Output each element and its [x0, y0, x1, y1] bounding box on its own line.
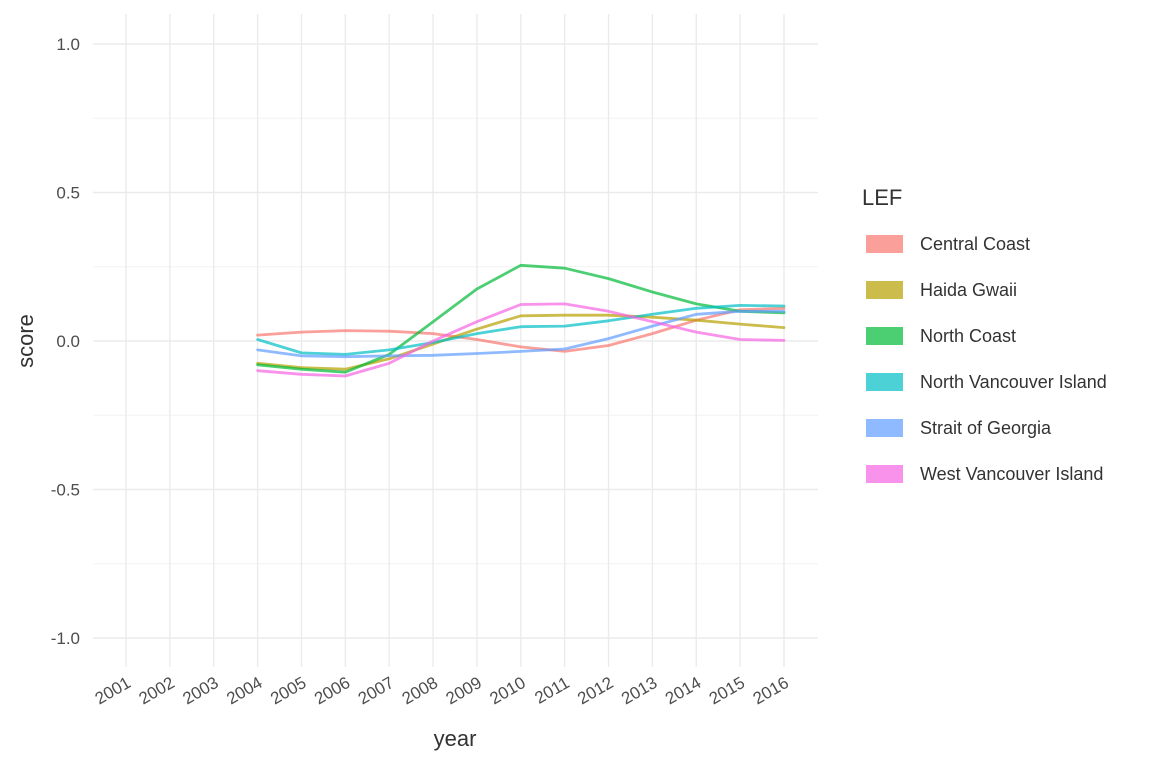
x-tick-label: 2012	[574, 673, 616, 708]
series-line-north-coast	[256, 263, 786, 374]
y-tick-label: -1.0	[51, 629, 80, 648]
x-tick-label: 2003	[179, 673, 221, 708]
x-tick-label: 2008	[399, 673, 441, 708]
legend-label-strait-of-georgia: Strait of Georgia	[920, 418, 1052, 438]
x-tick-label: 2016	[750, 673, 792, 708]
x-axis-ticks: 2001 2002 2003 2004 2005 2006 2007 2008 2009 2010…	[92, 673, 792, 708]
legend-key-central-coast	[866, 235, 903, 253]
y-tick-label: -0.5	[51, 481, 80, 500]
y-axis-ticks: -1.0 -0.5 0.0 0.5 1.0	[51, 35, 80, 648]
legend-key-west-vancouver-island	[866, 465, 903, 483]
legend-title: LEF	[862, 185, 902, 210]
legend-key-north-vancouver-island	[866, 373, 903, 391]
legend-label-central-coast: Central Coast	[920, 234, 1030, 254]
x-tick-label: 2009	[443, 673, 485, 708]
grid	[93, 14, 818, 667]
x-tick-label: 2014	[662, 673, 704, 708]
legend-key-north-coast	[866, 327, 903, 345]
legend-label-north-coast: North Coast	[920, 326, 1016, 346]
y-tick-label: 1.0	[56, 35, 80, 54]
series-line-strait-of-georgia	[256, 309, 786, 359]
legend-label-haida-gwaii: Haida Gwaii	[920, 280, 1017, 300]
x-tick-label: 2006	[311, 673, 353, 708]
x-tick-label: 2002	[136, 673, 178, 708]
x-tick-label: 2007	[355, 673, 397, 708]
series-line-north-vancouver-island	[256, 303, 786, 356]
x-axis-title: year	[434, 726, 477, 751]
x-tick-label: 2015	[706, 673, 748, 708]
legend-key-haida-gwaii	[866, 281, 903, 299]
x-tick-label: 2004	[223, 673, 265, 708]
x-tick-label: 2005	[267, 673, 309, 708]
series-line-haida-gwaii	[256, 313, 786, 371]
y-axis-title: score	[13, 314, 38, 368]
x-tick-label: 2013	[618, 673, 660, 708]
y-tick-label: 0.0	[56, 332, 80, 351]
legend-label-west-vancouver-island: West Vancouver Island	[920, 464, 1103, 484]
x-tick-label: 2010	[487, 673, 529, 708]
series-lines	[256, 263, 786, 378]
x-tick-label: 2011	[532, 673, 573, 708]
series-line-west-vancouver-island	[256, 302, 786, 378]
legend-key-strait-of-georgia	[866, 419, 903, 437]
legend-label-north-vancouver-island: North Vancouver Island	[920, 372, 1107, 392]
x-tick-label: 2001	[92, 673, 134, 708]
y-tick-label: 0.5	[56, 184, 80, 203]
legend: LEF Central Coast Haida Gwaii North Coast N…	[862, 185, 1107, 484]
